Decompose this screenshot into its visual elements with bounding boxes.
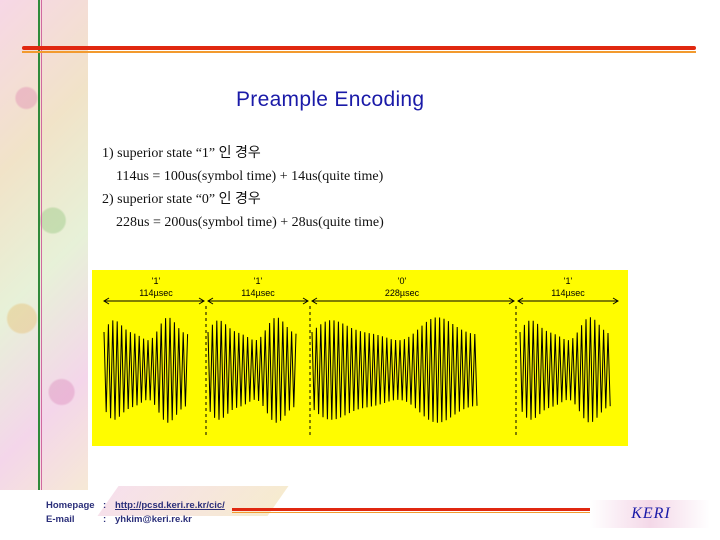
- arrow-head-left: [311, 297, 318, 305]
- footer-rule-accent: [232, 512, 592, 513]
- email-label: E-mail: [46, 514, 75, 525]
- top-rule: [22, 46, 696, 50]
- duration-arrows: [103, 297, 619, 305]
- top-rule-accent: [22, 51, 696, 53]
- symbol-duration-label: 228µsec: [385, 288, 420, 298]
- waveform-burst: [519, 317, 611, 423]
- body-line-1: 1) superior state “1” 인 경우: [102, 146, 261, 161]
- slide-body: 1) superior state “1” 인 경우 114us = 100us…: [102, 142, 384, 234]
- symbol-bit-label: '1': [152, 276, 161, 286]
- arrow-head-left: [103, 297, 110, 305]
- footer-rule: [232, 508, 592, 511]
- left-pink-line: [41, 0, 42, 490]
- waveform-svg: '1' 114µsec '1' 114µsec '0' 228µsec '1' …: [103, 276, 619, 435]
- arrow-head-left: [517, 297, 524, 305]
- symbol-duration-label: 114µsec: [139, 288, 173, 298]
- body-line-3: 2) superior state “0” 인 경우: [102, 192, 261, 207]
- email-link[interactable]: yhkim@keri.re.kr: [115, 514, 192, 525]
- arrow-head-right: [198, 297, 205, 305]
- email-separator: :: [103, 514, 107, 525]
- brand-background: [590, 500, 710, 528]
- symbol-bit-label: '1': [564, 276, 573, 286]
- footer-homepage-row: Homepage: http://pcsd.keri.re.kr/cic/: [46, 500, 225, 511]
- symbol-duration-label: 114µsec: [551, 288, 585, 298]
- waveform-burst: [311, 317, 478, 423]
- slide-title: Preample Encoding: [236, 88, 425, 111]
- brand-logo-text: KERI: [631, 505, 671, 522]
- left-green-line: [38, 0, 40, 490]
- body-line-2: 114us = 100us(symbol time) + 14us(quite …: [116, 169, 384, 184]
- symbol-duration-label: 114µsec: [241, 288, 275, 298]
- arrow-head-left: [207, 297, 214, 305]
- left-decorative-stripe: [0, 0, 88, 490]
- arrow-head-right: [612, 297, 619, 305]
- symbol-bit-label: '0': [398, 276, 407, 286]
- arrow-head-right: [508, 297, 515, 305]
- homepage-separator: :: [103, 500, 107, 511]
- symbol-bit-label: '1': [254, 276, 263, 286]
- homepage-link[interactable]: http://pcsd.keri.re.kr/cic/: [115, 500, 225, 511]
- footer-email-row: E-mail: yhkim@keri.re.kr: [46, 514, 192, 525]
- arrow-head-right: [302, 297, 309, 305]
- waveform-bursts: [103, 317, 611, 423]
- preamble-waveform-figure: '1' 114µsec '1' 114µsec '0' 228µsec '1' …: [92, 270, 628, 446]
- waveform-burst: [103, 317, 189, 423]
- body-line-4: 228us = 200us(symbol time) + 28us(quite …: [116, 215, 384, 230]
- waveform-burst: [207, 317, 297, 423]
- homepage-label: Homepage: [46, 500, 95, 511]
